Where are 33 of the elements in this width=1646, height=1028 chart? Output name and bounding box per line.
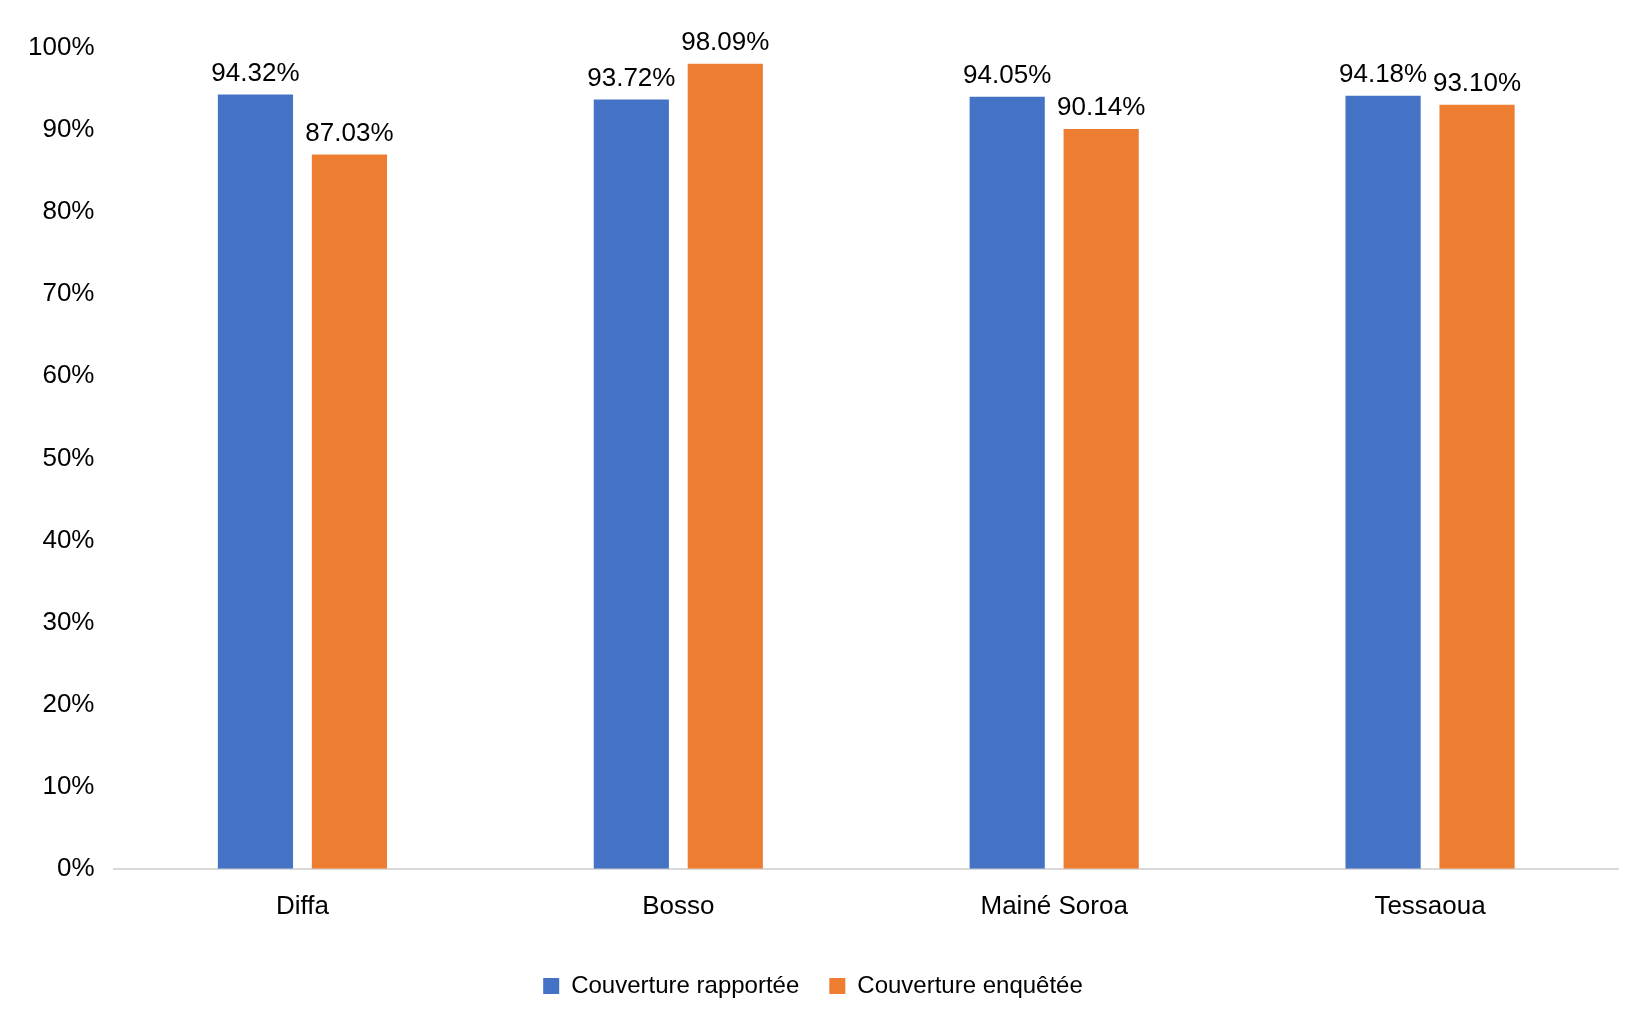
y-tick-label: 20% <box>42 687 95 718</box>
bar <box>311 154 388 869</box>
y-tick-label: 80% <box>42 195 95 226</box>
data-label: 94.18% <box>1338 57 1428 88</box>
y-tick-label: 100% <box>28 31 95 62</box>
y-tick-label: 90% <box>42 113 95 144</box>
bar <box>1063 128 1139 869</box>
data-label: 93.72% <box>587 61 676 92</box>
data-label: 98.09% <box>681 25 770 56</box>
data-label: 87.03% <box>305 116 394 147</box>
x-tick-label: Bosso <box>642 889 715 920</box>
data-label: 94.32% <box>211 56 300 87</box>
bar <box>217 94 294 869</box>
y-tick-label: 10% <box>42 769 95 800</box>
y-tick-label: 70% <box>42 277 95 308</box>
bar <box>1345 95 1421 869</box>
bar <box>1439 104 1515 869</box>
legend-label: Couverture enquêtée <box>857 970 1083 998</box>
data-label: 90.14% <box>1057 91 1146 122</box>
data-label: 94.05% <box>963 59 1052 90</box>
y-tick-label: 30% <box>42 605 95 636</box>
y-tick-label: 60% <box>42 359 95 390</box>
bar <box>593 99 669 869</box>
bar <box>687 63 763 869</box>
y-tick-label: 0% <box>56 851 95 882</box>
x-tick-label: Mainé Soroa <box>980 889 1129 920</box>
data-label: 93.10% <box>1432 66 1522 97</box>
y-tick-label: 40% <box>42 523 95 554</box>
x-tick-label: Diffa <box>275 889 330 920</box>
bar <box>969 96 1045 869</box>
x-tick-label: Tessaoua <box>1374 889 1487 920</box>
legend-label: Couverture rapportée <box>571 970 800 998</box>
y-tick-label: 50% <box>42 441 95 472</box>
